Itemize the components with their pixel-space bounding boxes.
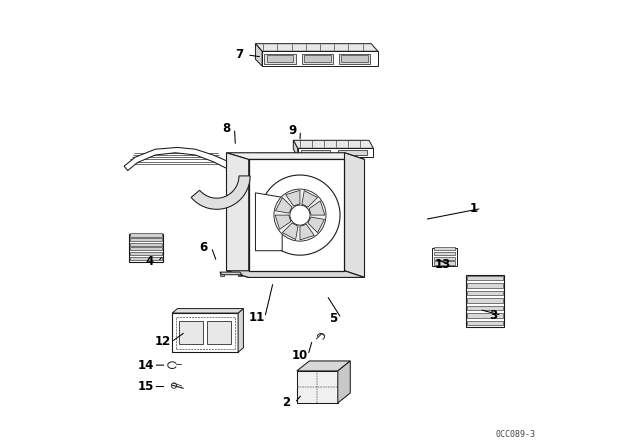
- Text: 13: 13: [435, 258, 451, 271]
- Polygon shape: [338, 361, 350, 403]
- Polygon shape: [293, 140, 373, 148]
- Text: 8: 8: [222, 122, 230, 135]
- Polygon shape: [467, 291, 502, 295]
- Bar: [220, 272, 224, 276]
- Polygon shape: [255, 44, 378, 51]
- Text: 9: 9: [288, 124, 296, 137]
- Polygon shape: [282, 223, 298, 240]
- Polygon shape: [191, 176, 250, 209]
- Polygon shape: [255, 193, 282, 251]
- Polygon shape: [433, 257, 455, 260]
- Polygon shape: [467, 313, 502, 318]
- Polygon shape: [308, 217, 324, 233]
- Polygon shape: [467, 276, 502, 280]
- Bar: [179, 321, 203, 344]
- Polygon shape: [298, 148, 373, 157]
- Polygon shape: [124, 147, 227, 171]
- Polygon shape: [302, 191, 317, 207]
- Polygon shape: [238, 309, 243, 352]
- Polygon shape: [297, 371, 338, 403]
- Bar: [237, 272, 242, 276]
- Polygon shape: [338, 150, 367, 155]
- Polygon shape: [304, 55, 331, 62]
- Polygon shape: [467, 283, 502, 288]
- Text: 7: 7: [235, 48, 243, 61]
- Polygon shape: [255, 44, 262, 66]
- Polygon shape: [467, 321, 502, 325]
- Polygon shape: [433, 247, 455, 250]
- Text: 2: 2: [282, 396, 291, 409]
- Polygon shape: [262, 51, 378, 66]
- Bar: [432, 248, 457, 266]
- Polygon shape: [467, 298, 502, 302]
- Polygon shape: [275, 215, 291, 229]
- Polygon shape: [309, 201, 325, 215]
- Text: 11: 11: [249, 311, 265, 324]
- Polygon shape: [131, 233, 162, 237]
- Polygon shape: [341, 55, 368, 62]
- Polygon shape: [220, 272, 242, 275]
- Polygon shape: [264, 54, 296, 64]
- Text: 1: 1: [470, 202, 477, 215]
- Polygon shape: [227, 153, 365, 159]
- Polygon shape: [275, 198, 292, 213]
- Bar: [466, 275, 504, 327]
- Text: 6: 6: [199, 241, 207, 254]
- Polygon shape: [467, 306, 502, 310]
- Polygon shape: [267, 55, 293, 62]
- Polygon shape: [131, 257, 162, 260]
- Text: 12: 12: [155, 336, 172, 349]
- Text: 14: 14: [138, 359, 154, 372]
- Polygon shape: [293, 140, 298, 157]
- Polygon shape: [301, 54, 333, 64]
- Text: 0CC089-3: 0CC089-3: [496, 430, 536, 439]
- Polygon shape: [300, 224, 314, 240]
- Polygon shape: [433, 261, 455, 264]
- Polygon shape: [339, 54, 371, 64]
- Polygon shape: [131, 252, 162, 255]
- Polygon shape: [172, 309, 243, 313]
- Polygon shape: [344, 153, 365, 277]
- Circle shape: [260, 175, 340, 255]
- Polygon shape: [172, 313, 238, 352]
- Circle shape: [274, 189, 326, 241]
- Polygon shape: [249, 159, 344, 271]
- Bar: [129, 234, 163, 262]
- Text: 15: 15: [138, 380, 154, 393]
- Text: 4: 4: [146, 255, 154, 268]
- Text: 3: 3: [490, 309, 498, 322]
- Polygon shape: [131, 247, 162, 250]
- Polygon shape: [131, 243, 162, 246]
- Text: 5: 5: [329, 312, 337, 325]
- Text: 10: 10: [292, 349, 308, 362]
- Polygon shape: [433, 252, 455, 255]
- Polygon shape: [285, 190, 300, 206]
- Polygon shape: [301, 150, 330, 155]
- Polygon shape: [297, 361, 350, 371]
- Polygon shape: [227, 271, 365, 277]
- Bar: [207, 321, 232, 344]
- Polygon shape: [227, 153, 249, 277]
- Circle shape: [290, 205, 310, 225]
- Polygon shape: [131, 238, 162, 241]
